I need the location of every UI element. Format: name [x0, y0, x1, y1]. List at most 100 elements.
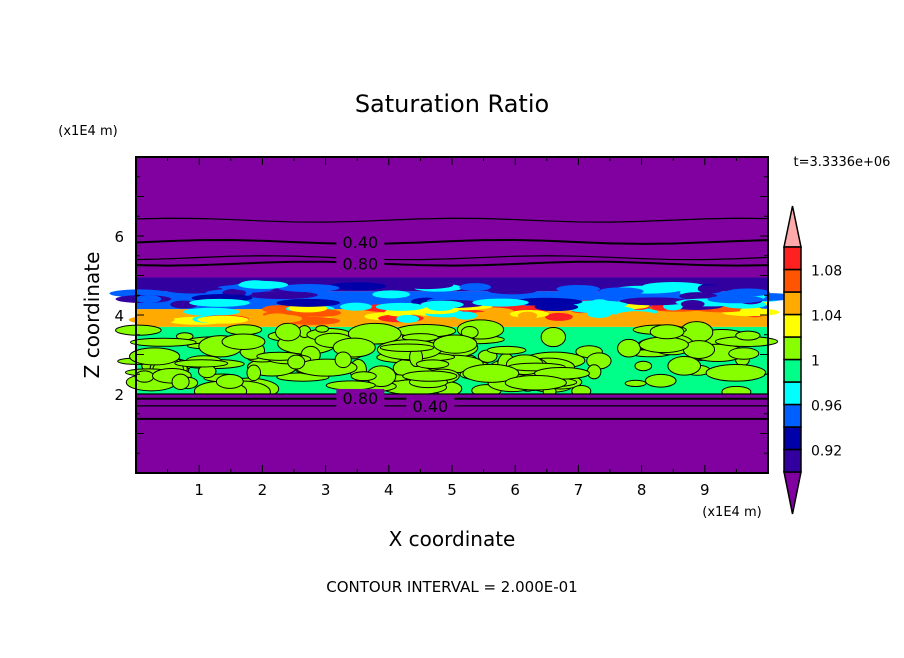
field-band	[136, 157, 768, 278]
field-patch	[171, 373, 190, 391]
field-patch	[129, 347, 181, 366]
field-patch	[375, 302, 426, 311]
field-patch	[649, 324, 685, 340]
field-patch	[215, 374, 244, 389]
colorbar-swatch	[783, 291, 802, 316]
field-patch	[667, 356, 702, 376]
colorbar-swatch	[783, 448, 802, 473]
contour-line	[135, 255, 769, 261]
field-patch	[598, 287, 644, 296]
field-patch	[619, 297, 689, 306]
x-tick-label: 2	[258, 481, 268, 499]
field-patch	[221, 333, 266, 350]
field-patch	[472, 298, 529, 307]
field-patch	[540, 326, 567, 348]
colorbar-swatch	[783, 336, 802, 361]
colorbar-tick-label: 1.04	[811, 309, 842, 325]
x-axis-label: X coordinate	[389, 527, 516, 551]
colorbar-over-triangle	[783, 205, 802, 248]
colorbar-tick-label: 0.92	[811, 444, 842, 460]
field-patch	[275, 322, 301, 342]
colorbar-swatch	[783, 381, 802, 406]
contour-label-bg	[336, 232, 385, 251]
x-tick-label: 3	[321, 481, 331, 499]
axes: 1 2 3 4 5 6 7 8 9 2 4 6	[114, 156, 769, 499]
field-patch	[276, 298, 341, 307]
field-patch	[174, 359, 229, 368]
field-patch	[399, 281, 454, 290]
contour-line	[135, 260, 769, 267]
y-tick-label: 4	[114, 307, 124, 325]
contour-label-bg	[406, 396, 455, 415]
x-unit-label: (x1E4 m)	[702, 505, 761, 520]
contour-interval-footer: CONTOUR INTERVAL = 2.000E-01	[326, 578, 577, 596]
field-patch	[679, 292, 718, 301]
field-patch	[372, 290, 411, 299]
colorbar-tick-label: 1	[811, 354, 820, 370]
field-patch	[459, 283, 491, 292]
colorbar-swatch	[783, 403, 802, 428]
colorbar-swatch	[783, 426, 802, 451]
contour-label: 0.40	[343, 233, 379, 252]
y-unit-label: (x1E4 m)	[58, 124, 117, 139]
y-axis-label: Z coordinate	[80, 252, 104, 379]
field-patch	[432, 334, 478, 354]
field-patch	[183, 307, 240, 316]
colorbar-tick-label: 0.96	[811, 399, 842, 415]
chart-title: Saturation Ratio	[355, 90, 549, 118]
field-patch	[263, 313, 291, 322]
x-tick-label: 1	[194, 481, 204, 499]
field-patch	[634, 360, 653, 372]
field-patch	[464, 311, 524, 320]
field-patch	[487, 286, 538, 295]
y-tick-label: 6	[114, 228, 124, 246]
field-patch	[415, 359, 450, 369]
field-patch	[644, 373, 677, 388]
field-patch	[420, 300, 464, 309]
field-patch	[246, 364, 262, 382]
field-patch	[462, 363, 520, 383]
x-tick-label: 8	[637, 481, 647, 499]
field-patch	[728, 347, 760, 360]
contour-line	[135, 217, 769, 223]
field-patch	[545, 312, 573, 321]
contour-lines: 0.40 0.80 0.80 0.40	[135, 217, 769, 420]
field-patch	[315, 325, 329, 333]
field-patch	[277, 284, 340, 293]
colorbar-swatch	[783, 246, 802, 271]
x-tick-label: 6	[510, 481, 520, 499]
field-patch	[454, 311, 477, 320]
field-patch	[396, 314, 420, 323]
field-patch	[617, 338, 641, 358]
field-layer	[109, 157, 798, 473]
y-tick-label: 2	[114, 386, 124, 404]
time-label: t=3.3336e+06	[794, 155, 891, 170]
field-patch	[246, 291, 318, 300]
field-patch	[725, 288, 770, 297]
colorbar: 0.92 0.96 1 1.04 1.08	[783, 205, 842, 515]
field-patch	[334, 351, 352, 369]
contour-label: 0.80	[343, 389, 379, 408]
field-patch	[638, 336, 689, 354]
colorbar-under-triangle	[783, 471, 802, 515]
x-tick-label: 9	[700, 481, 710, 499]
field-patch	[115, 324, 162, 336]
colorbar-swatch	[783, 358, 802, 383]
field-patch	[707, 295, 764, 304]
field-patch	[134, 370, 155, 383]
field-patch	[705, 364, 767, 382]
contour-label: 0.40	[413, 397, 449, 416]
contour-label: 0.80	[343, 255, 379, 274]
field-patch	[130, 337, 197, 347]
field-patch	[287, 354, 306, 370]
colorbar-tick-label: 1.08	[811, 264, 842, 280]
x-tick-label: 4	[384, 481, 394, 499]
field-patch	[504, 375, 567, 391]
colorbar-swatch	[783, 313, 802, 338]
field-patch	[739, 306, 764, 315]
field-patch	[517, 311, 538, 320]
field-patch	[225, 324, 263, 336]
field-patch	[197, 315, 249, 324]
